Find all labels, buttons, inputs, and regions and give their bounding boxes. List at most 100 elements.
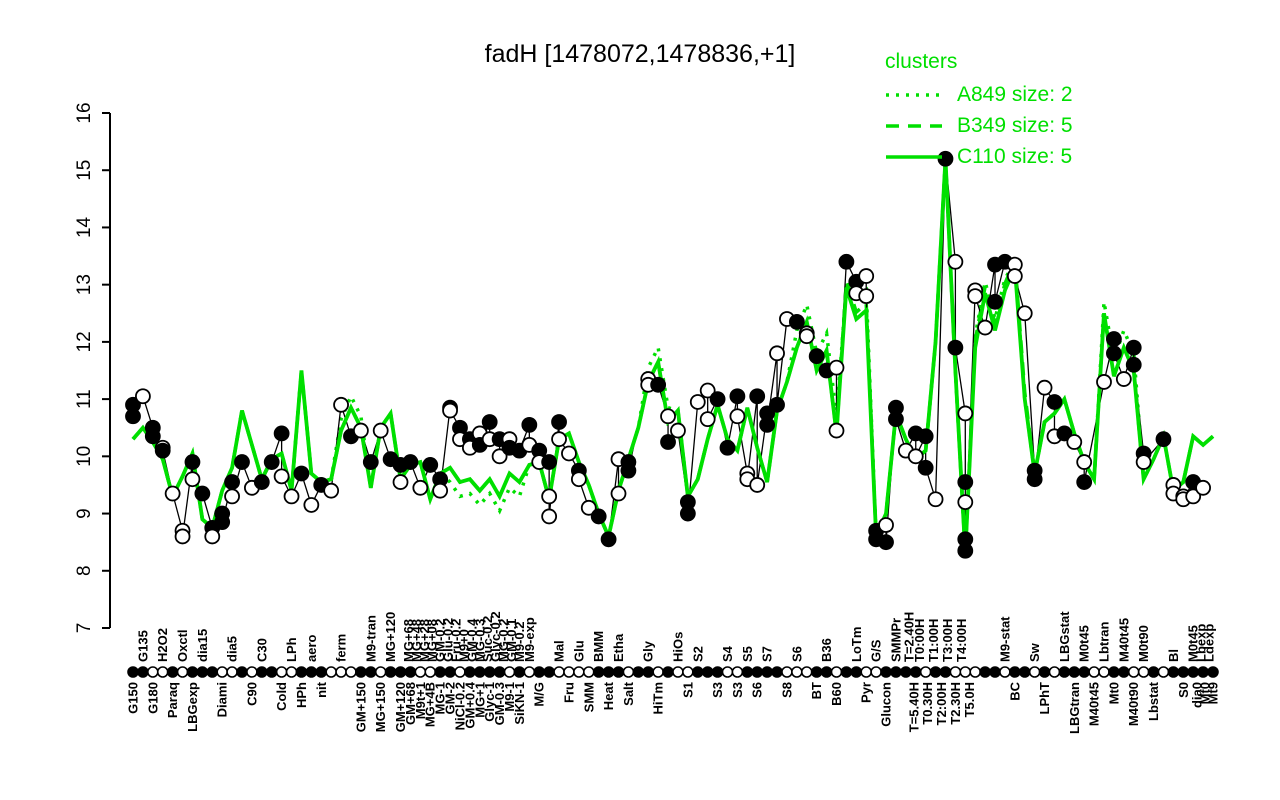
x-label-bottom: Mt0: [1198, 682, 1213, 704]
condition-marker: [166, 666, 179, 678]
x-label-bottom: S3: [710, 682, 725, 698]
x-label-bottom: S6: [750, 682, 765, 698]
x-label-top: aero: [304, 634, 319, 662]
data-point-open: [164, 485, 181, 502]
condition-marker: [979, 666, 991, 678]
data-point-open: [580, 499, 597, 516]
x-label-top: H2O2: [155, 628, 170, 662]
data-point-filled: [620, 462, 637, 479]
x-label-bottom: Cold: [274, 682, 289, 711]
data-point-open: [610, 485, 627, 502]
data-point-filled: [224, 474, 240, 490]
data-point-filled: [1076, 474, 1093, 490]
x-label-bottom: T2:00H: [934, 682, 949, 725]
data-point-filled: [957, 474, 974, 490]
x-label-top: BMM: [591, 631, 606, 662]
condition-marker: [1108, 666, 1120, 678]
data-point-filled: [590, 508, 607, 525]
data-point-open: [947, 253, 964, 270]
x-label-top: dia5: [225, 636, 240, 662]
condition-marker: [355, 666, 367, 678]
condition-marker: [464, 666, 476, 678]
x-label-top: M9-exp: [522, 617, 537, 662]
data-point-filled: [749, 388, 766, 405]
data-point-filled: [987, 293, 1003, 310]
data-point-open: [729, 408, 746, 425]
condition-marker: [1078, 666, 1090, 678]
x-label-bottom: S0: [1176, 682, 1191, 698]
x-label-top: MG-0.3: [472, 619, 487, 662]
x-label-top: T1:00H: [926, 619, 941, 662]
condition-marker: [1028, 666, 1041, 678]
x-label-bottom: M9t+1: [413, 682, 428, 719]
x-label-top: S4: [720, 645, 735, 662]
x-label-bottom: NiCl-0.2: [452, 682, 467, 730]
x-label-bottom: HiTm: [651, 682, 666, 715]
data-point-filled: [917, 428, 934, 445]
data-point-open: [769, 345, 785, 362]
condition-marker: [256, 666, 268, 678]
data-point-open: [957, 405, 974, 422]
y-tick-label: 7: [74, 623, 95, 634]
dashed-line-sample: [886, 123, 942, 128]
x-label-top: M9+0: [456, 629, 471, 662]
data-point-filled: [144, 428, 161, 445]
condition-marker: [672, 666, 684, 678]
condition-marker: [791, 666, 803, 678]
data-point-filled: [1046, 394, 1063, 410]
condition-marker: [989, 666, 1001, 678]
x-label-top: Lbexp: [1194, 624, 1209, 662]
legend-item-B349: B349 size: 5: [885, 110, 1073, 141]
x-label-top: S2: [690, 646, 705, 662]
condition-marker: [612, 666, 625, 678]
x-label-top: M0t45: [1186, 625, 1201, 662]
condition-marker: [682, 666, 694, 678]
x-label-top: Glyc-0.2: [488, 611, 503, 662]
condition-marker: [999, 666, 1011, 678]
condition-marker: [325, 666, 337, 678]
condition-marker: [186, 666, 199, 678]
legend-item-label: A849 size: 2: [957, 83, 1073, 106]
x-label-top: Sw: [1027, 642, 1042, 662]
condition-marker: [731, 666, 744, 678]
x-label-bottom: BC: [1007, 681, 1022, 700]
condition-marker: [533, 666, 546, 678]
y-tick-label: 13: [74, 274, 95, 295]
x-label-bottom: Pyr: [859, 682, 874, 703]
x-label-top: Fru-0.2: [449, 619, 464, 662]
legend-item-A849: A849 size: 2: [885, 79, 1073, 110]
y-tick-label: 12: [74, 331, 95, 352]
condition-marker: [890, 666, 902, 678]
data-point-open: [541, 488, 558, 505]
condition-marker: [1038, 666, 1051, 678]
cluster-legend: clusters A849 size: 2 B349 size: 5 C110 si…: [885, 46, 1073, 172]
x-label-bottom: M9-1: [502, 682, 517, 712]
condition-marker: [880, 666, 892, 678]
data-point-filled: [214, 514, 231, 531]
x-label-bottom: Fru: [561, 682, 576, 703]
data-point-open: [323, 482, 340, 499]
data-point-open: [442, 402, 458, 419]
x-label-top: S7: [760, 646, 775, 662]
data-point-open: [858, 288, 875, 305]
legend-item-label: B349 size: 5: [957, 114, 1073, 137]
condition-marker: [335, 666, 347, 678]
data-point-open: [184, 471, 201, 488]
x-label-bottom: HPh: [294, 682, 309, 708]
x-label-top: G/S: [869, 639, 884, 662]
x-label-top: MG+28: [417, 619, 432, 662]
x-label-top: Glu-0.2: [441, 618, 456, 662]
condition-marker: [1058, 666, 1071, 678]
condition-marker: [384, 666, 397, 678]
condition-marker: [523, 666, 536, 678]
data-point-open: [828, 359, 845, 376]
condition-marker: [295, 666, 308, 678]
condition-marker: [1088, 666, 1100, 678]
data-point-filled: [769, 396, 785, 413]
x-label-bottom: M/G: [532, 682, 547, 707]
y-tick-label: 14: [74, 216, 95, 238]
x-label-top: LoTm: [849, 627, 864, 662]
x-label-top: M40t45: [1116, 618, 1131, 662]
condition-marker: [969, 666, 982, 678]
x-label-top: MG+48: [409, 619, 424, 662]
